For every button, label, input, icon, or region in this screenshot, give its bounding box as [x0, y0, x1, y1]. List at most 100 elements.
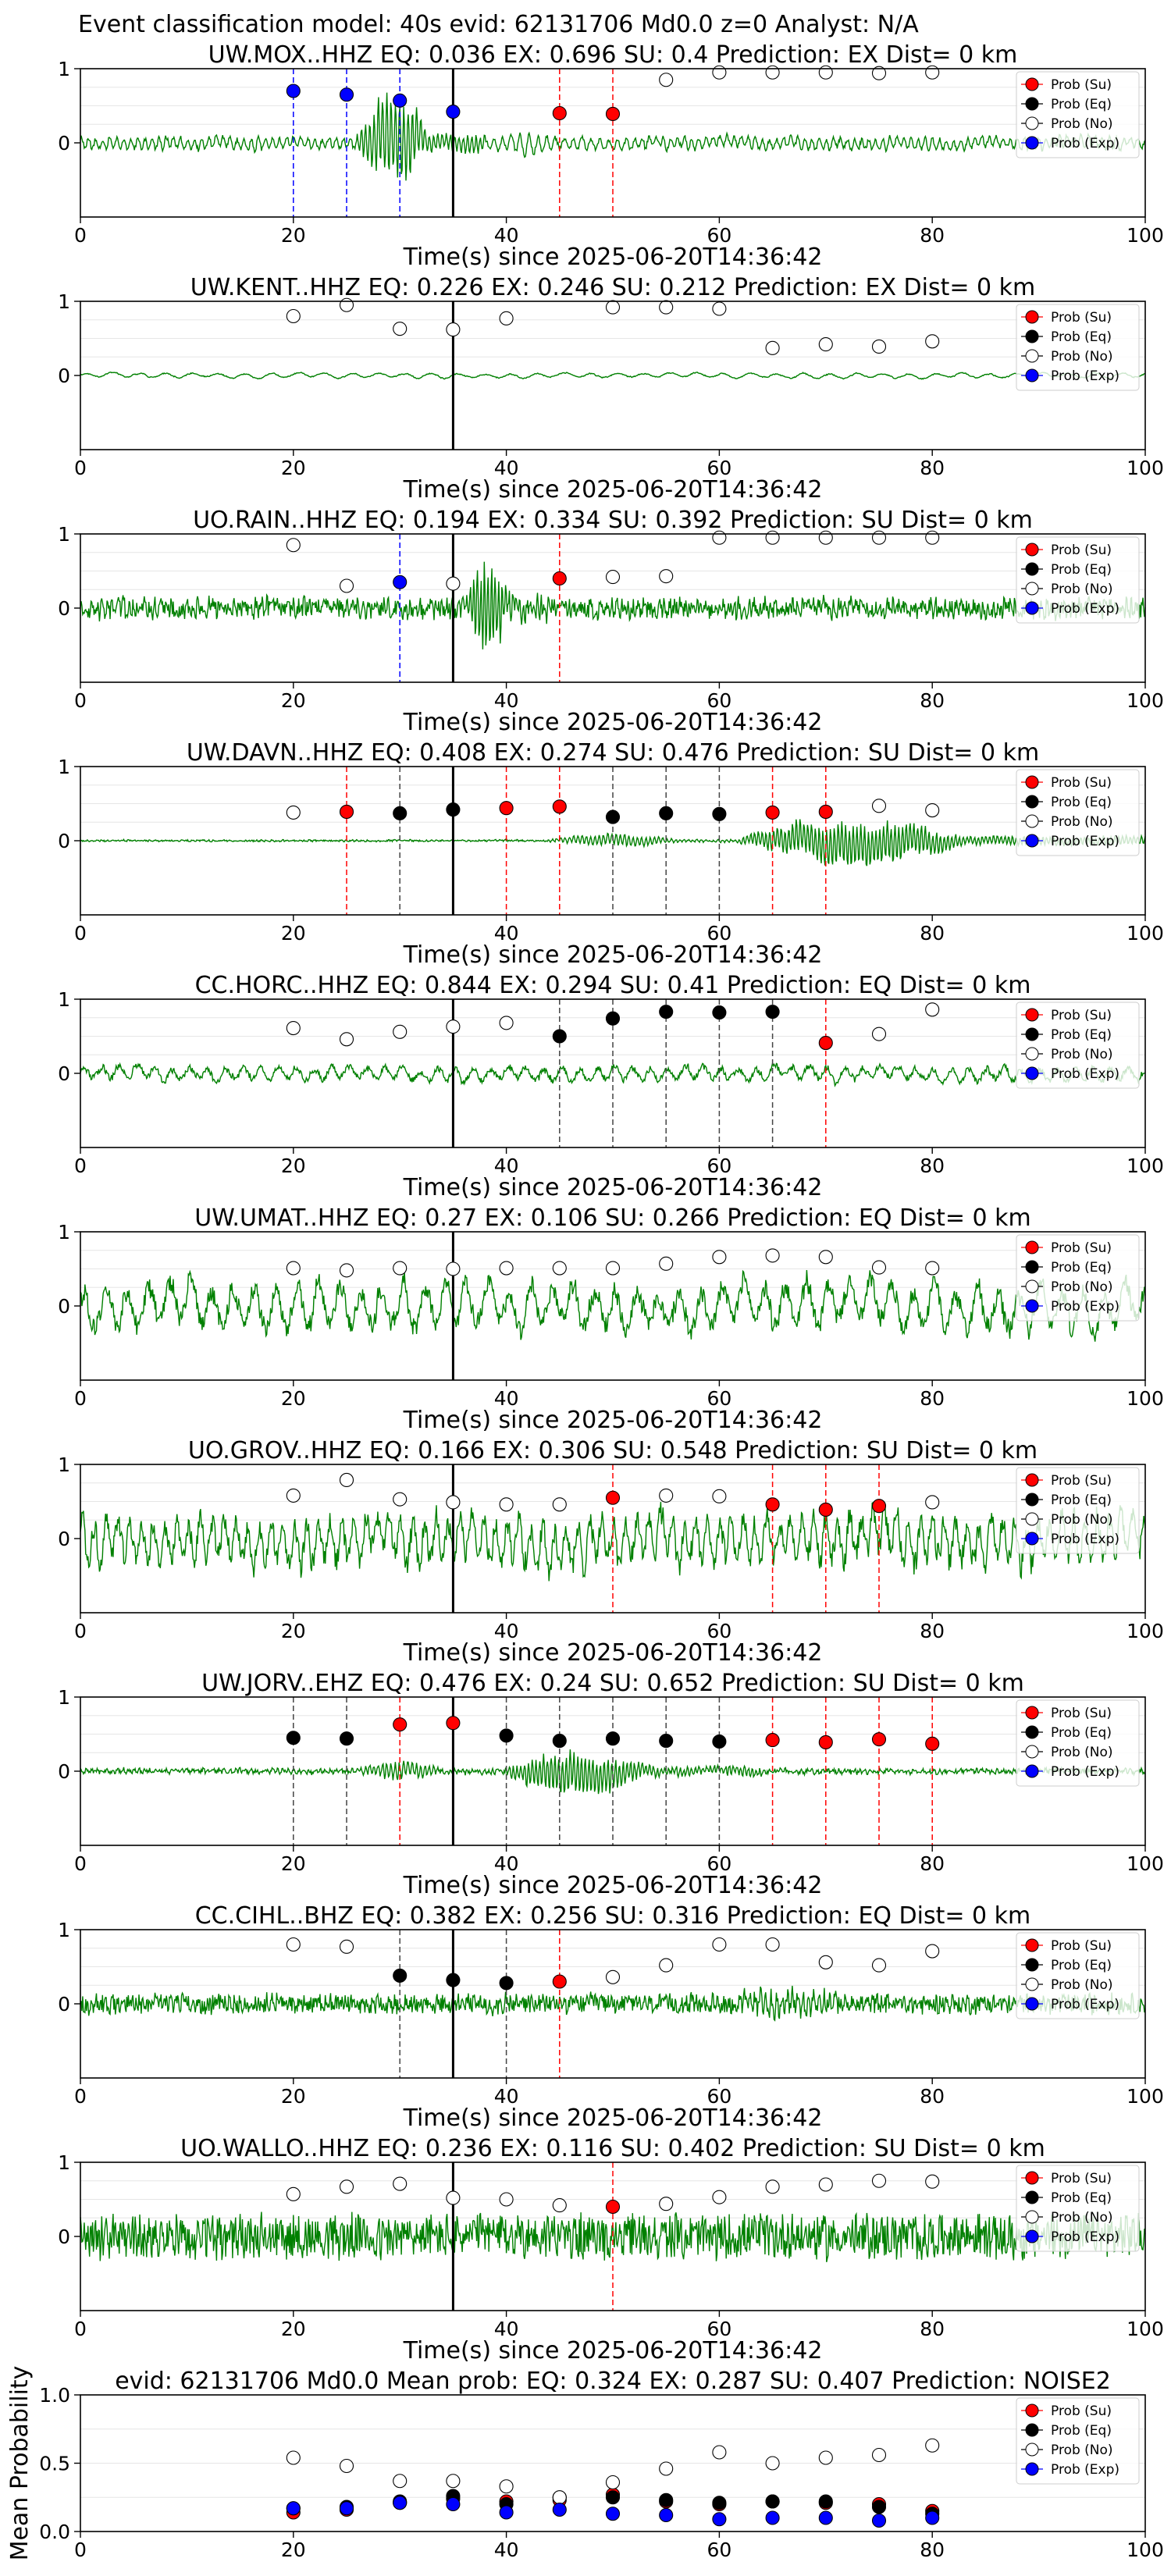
panel-title: UW.UMAT..HHZ EQ: 0.27 EX: 0.106 SU: 0.26…	[194, 1204, 1030, 1232]
prob-point-no	[712, 301, 727, 316]
x-tick-label: 20	[281, 1620, 306, 1642]
prob-point-su	[818, 804, 833, 819]
mean-point-no	[765, 2456, 780, 2471]
legend-label: Prob (Eq)	[1051, 1493, 1112, 1508]
prob-point-exp	[446, 105, 461, 119]
legend-label: Prob (Eq)	[1051, 2423, 1112, 2439]
prob-point-no	[925, 1495, 940, 1510]
panel-title: UO.WALLO..HHZ EQ: 0.236 EX: 0.116 SU: 0.…	[180, 2135, 1045, 2162]
prob-point-no	[605, 570, 621, 585]
legend-label: Prob (No)	[1051, 1279, 1113, 1295]
prob-point-no	[871, 66, 887, 80]
legend-marker-exp	[1025, 1997, 1039, 2011]
prob-point-eq	[499, 1728, 514, 1743]
prob-point-no	[659, 2197, 674, 2211]
mean-point-exp	[339, 2501, 354, 2516]
prob-point-su	[552, 1974, 567, 1989]
legend-label: Prob (No)	[1051, 116, 1113, 132]
legend-marker-exp	[1025, 601, 1039, 615]
legend-marker-eq	[1025, 1958, 1039, 1972]
prob-point-eq	[712, 806, 727, 821]
mean-point-exp	[871, 2513, 887, 2528]
legend-box	[1016, 1002, 1140, 1089]
legend-marker-su	[1025, 1706, 1039, 1720]
x-tick-label: 60	[707, 922, 731, 945]
prob-point-no	[286, 308, 301, 324]
x-tick-label: 100	[1127, 224, 1164, 247]
legend-marker-exp	[1025, 1532, 1039, 1546]
x-axis-label: Time(s) since 2025-06-20T14:36:42	[403, 1407, 823, 1434]
x-tick-label: 40	[494, 2539, 519, 2561]
x-tick-label: 100	[1127, 1155, 1164, 1177]
x-axis-label: Time(s) since 2025-06-20T14:36:42	[403, 2105, 823, 2132]
legend-label: Prob (Eq)	[1051, 1958, 1112, 1973]
y-tick-label: 0	[58, 1993, 70, 2016]
x-tick-label: 60	[707, 224, 731, 247]
prob-point-su	[339, 804, 354, 819]
legend-marker-exp	[1025, 368, 1039, 382]
legend: Prob (Su) Prob (Eq) Prob (No) Prob (Exp)	[1016, 1699, 1140, 1787]
mean-point-eq	[712, 2496, 727, 2510]
legend-label: Prob (Eq)	[1051, 2190, 1112, 2206]
legend-label: Prob (Eq)	[1051, 795, 1112, 810]
prob-point-no	[818, 1955, 833, 1969]
legend-marker-no	[1025, 1745, 1039, 1759]
x-tick-label: 60	[707, 1852, 731, 1875]
waveform-trace	[80, 1061, 1146, 1087]
x-tick-label: 60	[707, 457, 731, 479]
legend-label: Prob (Su)	[1051, 310, 1112, 326]
legend-marker-exp	[1025, 1299, 1039, 1313]
legend-marker-no	[1025, 814, 1039, 828]
y-tick-label: 1	[58, 1221, 70, 1244]
prob-point-su	[765, 1733, 780, 1748]
y-tick-label: 1	[58, 58, 70, 80]
legend-marker-eq	[1025, 1260, 1039, 1274]
x-tick-label: 0	[74, 1620, 87, 1642]
y-tick-label: 0.5	[39, 2453, 70, 2475]
y-tick-label: 0	[58, 597, 70, 620]
prob-point-no	[499, 1497, 514, 1512]
x-tick-label: 100	[1127, 2085, 1164, 2108]
legend: Prob (Su) Prob (Eq) Prob (No) Prob (Exp)	[1016, 769, 1140, 856]
prob-point-no	[659, 300, 674, 315]
x-tick-label: 100	[1127, 689, 1164, 712]
legend-label: Prob (No)	[1051, 1745, 1113, 1760]
legend-label: Prob (Exp)	[1051, 1764, 1119, 1780]
prob-point-no	[659, 569, 674, 584]
prob-point-su	[871, 1499, 887, 1514]
prob-point-su	[552, 571, 567, 586]
legend-marker-su	[1025, 1938, 1039, 1952]
x-tick-label: 0	[74, 2085, 87, 2108]
prob-point-no	[499, 2192, 514, 2207]
x-tick-label: 100	[1127, 1620, 1164, 1642]
prob-point-eq	[659, 1734, 674, 1749]
mean-point-exp	[605, 2507, 621, 2521]
x-tick-label: 40	[494, 2318, 519, 2340]
x-tick-label: 40	[494, 689, 519, 712]
legend-marker-no	[1025, 116, 1039, 130]
waveform-trace	[80, 371, 1146, 380]
y-tick-label: 0	[58, 1062, 70, 1085]
prob-point-eq	[605, 1011, 621, 1026]
x-axis-label: Time(s) since 2025-06-20T14:36:42	[403, 476, 823, 503]
prob-point-no	[871, 1260, 887, 1275]
prob-point-eq	[765, 1005, 780, 1019]
x-tick-label: 0	[74, 689, 87, 712]
legend-label: Prob (Su)	[1051, 77, 1112, 93]
legend-marker-no	[1025, 1977, 1039, 1991]
mean-point-no	[659, 2461, 674, 2476]
legend-marker-exp	[1025, 2229, 1039, 2243]
legend-label: Prob (Eq)	[1051, 329, 1112, 345]
legend-marker-su	[1025, 310, 1039, 324]
legend-label: Prob (Su)	[1051, 2171, 1112, 2186]
waveform-trace	[80, 1985, 1146, 2022]
legend-label: Prob (No)	[1051, 1977, 1113, 1993]
legend-marker-no	[1025, 2210, 1039, 2224]
y-tick-label: 1	[58, 756, 70, 778]
figure-title: Event classification model: 40s evid: 62…	[78, 11, 919, 38]
prob-point-su	[499, 801, 514, 816]
prob-point-no	[925, 1944, 940, 1959]
